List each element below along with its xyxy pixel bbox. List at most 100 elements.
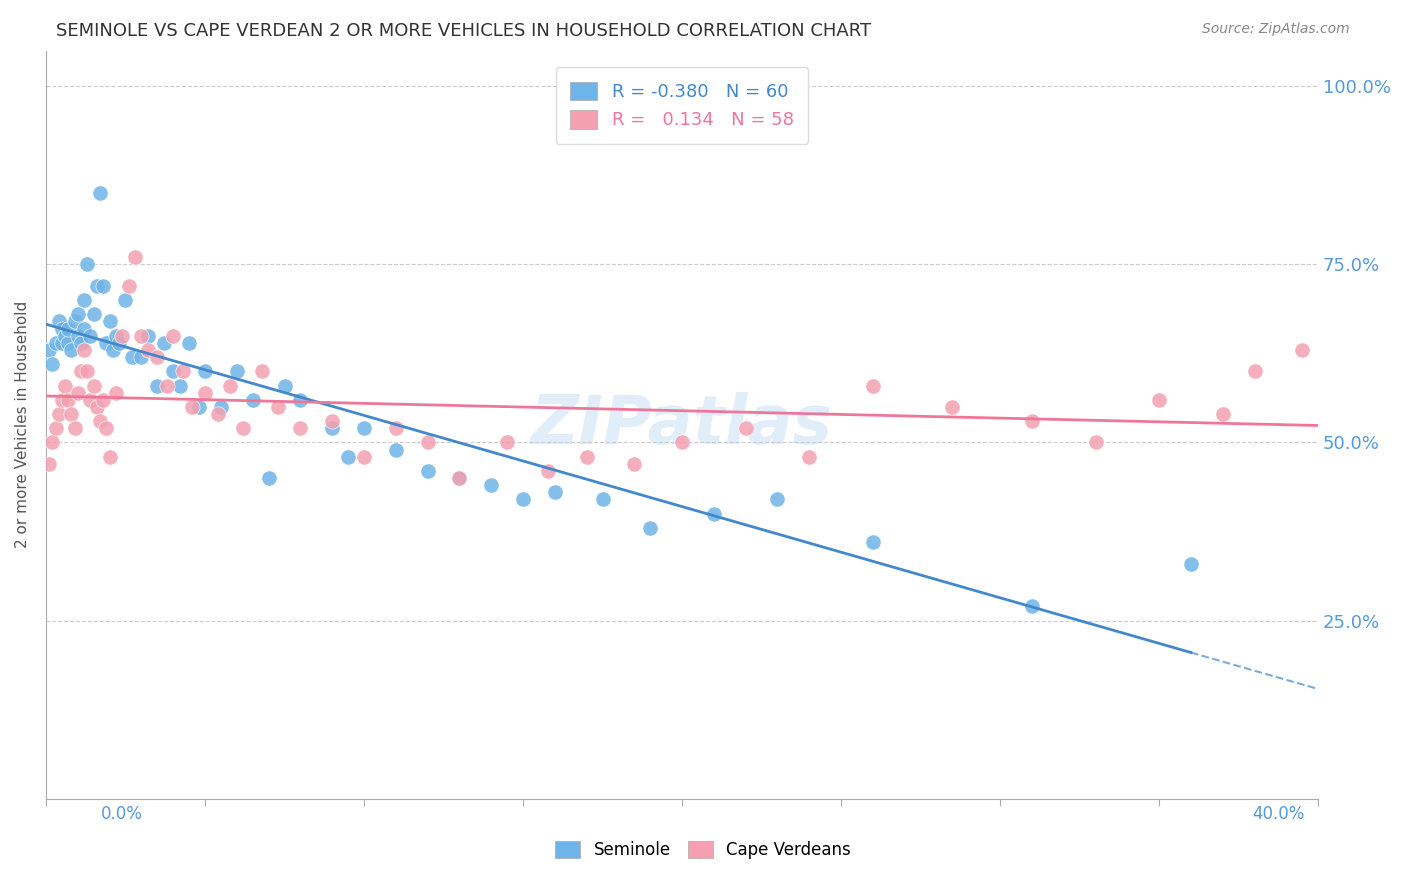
Point [70, 335, 93, 350]
Point [544, 485, 567, 500]
Point [146, 350, 169, 364]
Point [86, 400, 108, 414]
Point [60, 407, 83, 421]
Point [79, 328, 101, 343]
Point [66, 385, 89, 400]
Point [104, 385, 127, 400]
Text: Source: ZipAtlas.com: Source: ZipAtlas.com [1202, 22, 1350, 37]
Point [1212, 407, 1234, 421]
Point [89, 186, 111, 201]
Point [86, 278, 108, 293]
Point [131, 328, 153, 343]
Point [734, 421, 756, 435]
Point [290, 392, 312, 407]
Point [1180, 557, 1202, 571]
Point [58, 321, 80, 335]
Point [353, 421, 375, 435]
Point [1021, 599, 1043, 614]
Point [156, 378, 179, 392]
Point [162, 364, 184, 378]
Point [63, 421, 86, 435]
Point [152, 335, 174, 350]
Legend: Seminole, Cape Verdeans: Seminole, Cape Verdeans [548, 834, 858, 866]
Point [257, 471, 280, 485]
Text: ZIPatlas: ZIPatlas [531, 392, 834, 458]
Point [96, 421, 118, 435]
Point [209, 400, 232, 414]
Point [273, 378, 295, 392]
Point [63, 314, 86, 328]
Point [862, 535, 884, 549]
Point [118, 278, 141, 293]
Point [44, 335, 66, 350]
Point [194, 364, 217, 378]
Point [207, 407, 229, 421]
Point [177, 335, 200, 350]
Point [219, 378, 242, 392]
Point [337, 450, 360, 464]
Point [321, 421, 343, 435]
Y-axis label: 2 or more Vehicles in Household: 2 or more Vehicles in Household [15, 301, 30, 549]
Point [703, 507, 725, 521]
Text: 40.0%: 40.0% [1253, 805, 1305, 822]
Point [194, 385, 217, 400]
Point [38, 457, 60, 471]
Point [479, 478, 502, 492]
Point [83, 307, 105, 321]
Point [252, 364, 274, 378]
Point [232, 421, 254, 435]
Point [225, 364, 247, 378]
Point [41, 357, 63, 371]
Point [44, 421, 66, 435]
Point [1021, 414, 1043, 428]
Point [58, 335, 80, 350]
Point [101, 343, 124, 357]
Point [1243, 364, 1265, 378]
Point [51, 321, 73, 335]
Point [51, 335, 73, 350]
Point [91, 392, 114, 407]
Point [48, 407, 70, 421]
Point [799, 450, 821, 464]
Point [449, 471, 471, 485]
Point [76, 257, 98, 271]
Point [66, 307, 89, 321]
Point [41, 435, 63, 450]
Point [114, 293, 136, 307]
Point [941, 400, 963, 414]
Point [73, 343, 96, 357]
Point [121, 350, 143, 364]
Point [98, 450, 121, 464]
Point [537, 464, 560, 478]
Point [353, 450, 375, 464]
Point [1084, 435, 1107, 450]
Point [73, 293, 96, 307]
Point [1147, 392, 1170, 407]
Point [98, 314, 121, 328]
Point [79, 392, 101, 407]
Point [172, 364, 194, 378]
Point [136, 343, 159, 357]
Point [104, 328, 127, 343]
Point [91, 278, 114, 293]
Point [416, 464, 439, 478]
Point [96, 335, 118, 350]
Point [146, 378, 169, 392]
Point [73, 321, 96, 335]
Point [267, 400, 290, 414]
Point [124, 250, 146, 264]
Point [70, 364, 93, 378]
Point [51, 392, 73, 407]
Point [187, 400, 209, 414]
Legend: R = -0.380   N = 60, R =   0.134   N = 58: R = -0.380 N = 60, R = 0.134 N = 58 [555, 67, 808, 144]
Point [53, 378, 76, 392]
Point [385, 442, 408, 457]
Text: SEMINOLE VS CAPE VERDEAN 2 OR MORE VEHICLES IN HOUSEHOLD CORRELATION CHART: SEMINOLE VS CAPE VERDEAN 2 OR MORE VEHIC… [56, 22, 872, 40]
Point [60, 343, 83, 357]
Point [449, 471, 471, 485]
Point [83, 378, 105, 392]
Point [181, 400, 204, 414]
Point [89, 414, 111, 428]
Point [592, 492, 614, 507]
Point [108, 335, 131, 350]
